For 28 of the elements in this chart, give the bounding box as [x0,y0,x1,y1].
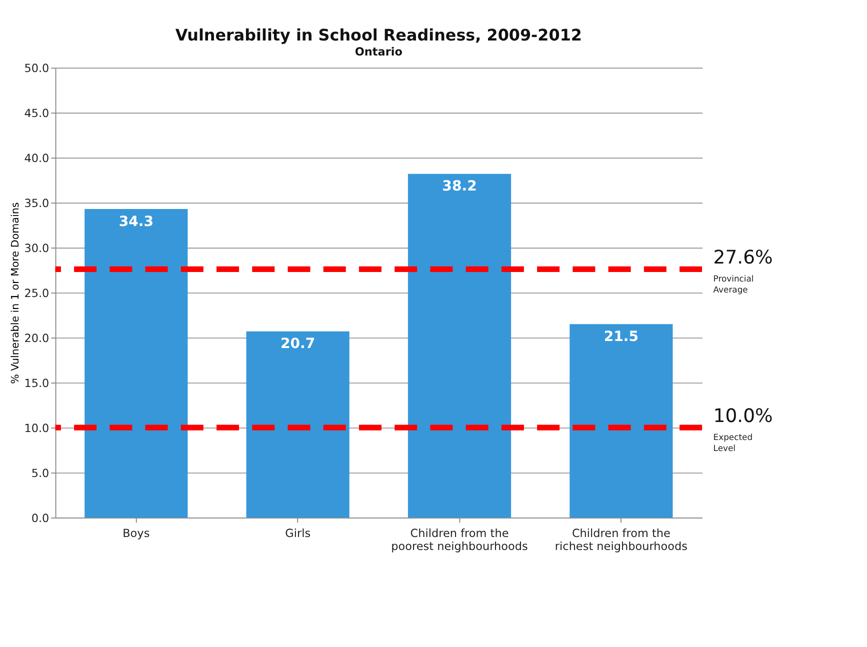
y-tick-label: 20.0 [24,332,50,345]
y-tick-label: 10.0 [24,422,50,435]
y-tick-label: 30.0 [24,242,50,255]
x-tick-label: Boys [122,526,150,540]
data-label: 20.7 [280,336,316,352]
bar [408,174,512,518]
y-tick-label: 5.0 [31,466,50,480]
ref-line-label: 27.6% Provincial Average [713,248,773,295]
bar [84,208,188,518]
bar [246,331,350,518]
x-tick-label: Girls [285,526,311,540]
x-tick-label: Children from the richest neighbourhoods [554,526,688,553]
y-tick-label: 50.0 [24,62,50,75]
data-label: 34.3 [118,214,154,230]
y-tick-label: 15.0 [24,376,50,390]
data-label: 38.2 [442,178,477,195]
y-tick-label: 45.0 [24,106,50,120]
y-tick-label: 35.0 [24,196,50,210]
bar [570,324,673,518]
data-label: 21.5 [604,328,639,345]
y-tick-label: 0.0 [31,512,50,525]
y-tick-label: 40.0 [24,152,50,165]
y-axis-title: % Vulnerable in 1 or More Domains [10,202,22,384]
y-tick-label: 25.0 [24,286,50,300]
x-tick-label: Children from the poorest neighbourhoods [391,526,528,553]
chart-subtitle: Ontario [354,45,403,58]
chart-title: Vulnerability in School Readiness, 2009-2012 [175,25,582,44]
ref-line-label: 10.0% Expected Level [713,406,773,454]
